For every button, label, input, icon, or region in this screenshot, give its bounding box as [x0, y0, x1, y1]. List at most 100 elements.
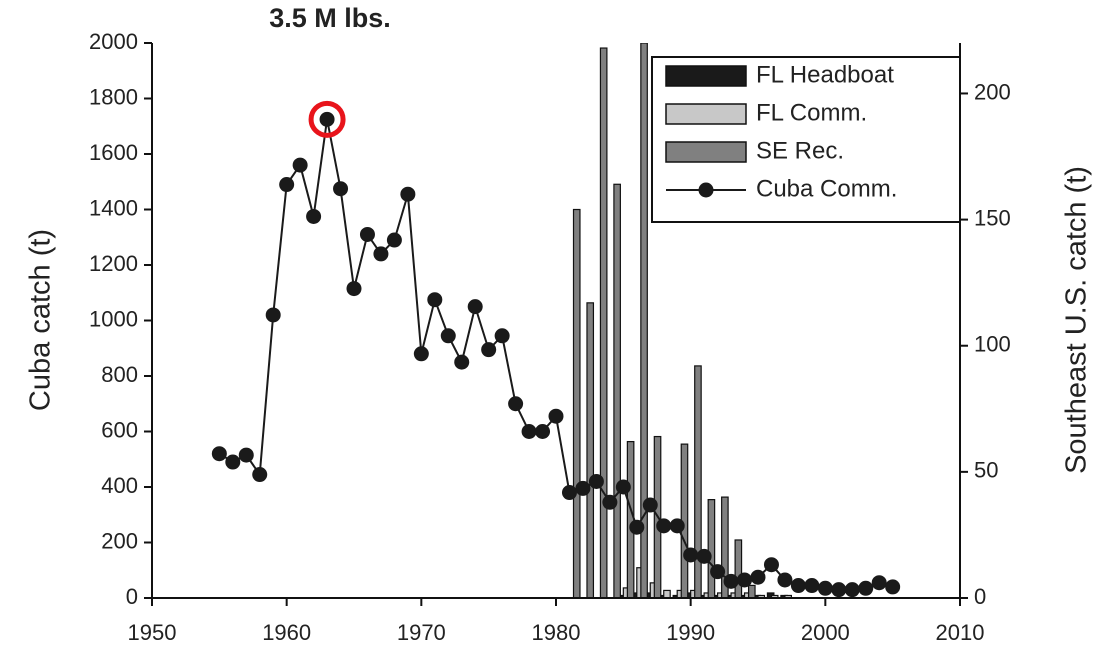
x-tick-label: 1990 [666, 620, 715, 645]
y2-tick-label: 50 [974, 458, 998, 483]
x-tick-label: 1960 [262, 620, 311, 645]
bar [734, 539, 743, 598]
point [588, 473, 604, 489]
y-tick-label: 1200 [89, 251, 138, 276]
point [575, 480, 591, 496]
point [723, 573, 739, 589]
bar [757, 594, 766, 598]
legend-label: SE Rec. [756, 137, 844, 164]
x-tick-label: 2000 [801, 620, 850, 645]
y2-tick-label: 0 [974, 584, 986, 609]
y2-axis-label: Southeast U.S. catch (t) [1061, 166, 1093, 474]
y-tick-label: 1800 [89, 84, 138, 109]
point [494, 328, 510, 344]
point [400, 186, 416, 202]
point [306, 208, 322, 224]
y2-tick-label: 200 [974, 79, 1011, 104]
x-tick-label: 1980 [532, 620, 581, 645]
legend-label: Cuba Comm. [756, 175, 897, 202]
point [817, 580, 833, 596]
point [225, 454, 241, 470]
bar [721, 496, 729, 598]
point [346, 281, 362, 297]
point [548, 408, 564, 424]
bar [784, 594, 792, 598]
bar [613, 183, 621, 598]
point [763, 557, 779, 573]
annotation: 3.5 M lbs. [269, 3, 391, 33]
y-tick-label: 1000 [89, 306, 138, 331]
point [777, 572, 793, 588]
point [804, 578, 820, 594]
y-tick-label: 1400 [89, 195, 138, 220]
point [831, 582, 847, 598]
bar [747, 584, 756, 598]
bar [599, 47, 608, 598]
point [750, 569, 766, 585]
bar [640, 43, 648, 598]
point [885, 579, 901, 595]
point [440, 328, 456, 344]
point [427, 292, 443, 308]
point [710, 564, 726, 580]
point [279, 177, 295, 193]
bar [572, 208, 581, 598]
x-tick-label: 1970 [397, 620, 446, 645]
point [481, 342, 497, 358]
point [211, 446, 227, 462]
point [858, 580, 874, 596]
y-tick-label: 0 [126, 584, 138, 609]
bar [707, 499, 716, 598]
point [669, 518, 685, 534]
point [467, 299, 483, 315]
point [333, 181, 349, 197]
point [292, 157, 308, 173]
legend-label: FL Headboat [756, 61, 894, 88]
point [252, 467, 268, 483]
point [454, 354, 470, 370]
y-axis-label: Cuba catch (t) [25, 229, 57, 411]
y2-tick-label: 100 [974, 332, 1011, 357]
x-tick-label: 2010 [936, 620, 985, 645]
y-tick-label: 1600 [89, 140, 138, 165]
point [359, 226, 375, 242]
point [319, 111, 335, 127]
y-tick-label: 600 [101, 417, 138, 442]
legend-label: FL Comm. [756, 99, 867, 126]
point [238, 447, 254, 463]
point [871, 575, 887, 591]
bar [663, 589, 671, 598]
point [521, 424, 537, 439]
bar [586, 302, 595, 598]
bar [770, 594, 779, 598]
y-tick-label: 200 [101, 528, 138, 553]
point [844, 582, 860, 598]
point [629, 519, 645, 535]
y-tick-label: 400 [101, 473, 138, 498]
point [561, 485, 577, 501]
point [602, 494, 618, 510]
point [386, 232, 402, 248]
point [683, 547, 699, 563]
point [696, 548, 712, 564]
legend-swatch [665, 65, 747, 87]
point [737, 572, 753, 588]
y2-tick-label: 150 [974, 205, 1011, 230]
x-tick-label: 1950 [128, 620, 177, 645]
point [373, 246, 389, 262]
point [535, 424, 551, 439]
point [265, 307, 281, 323]
point [413, 346, 429, 362]
point [615, 479, 631, 495]
y-tick-label: 2000 [89, 29, 138, 54]
point [656, 518, 672, 534]
bar [626, 440, 635, 598]
bar [694, 365, 702, 598]
legend-marker [698, 182, 714, 198]
highlight-circle [308, 100, 346, 138]
point [642, 497, 658, 513]
legend-swatch [665, 103, 747, 125]
point [508, 396, 524, 412]
